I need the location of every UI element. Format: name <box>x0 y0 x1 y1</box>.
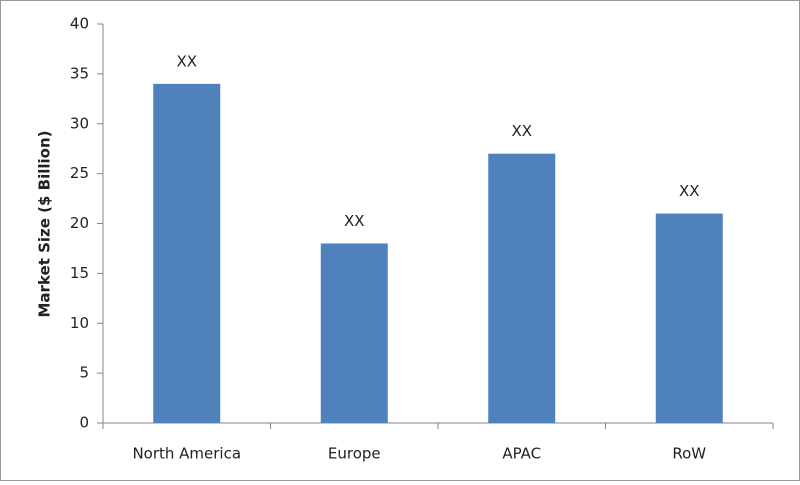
data-label: XX <box>511 122 532 140</box>
data-label: XX <box>176 52 197 70</box>
y-tick-label: 10 <box>70 314 89 332</box>
y-axis-label: Market Size ($ Billion) <box>36 130 54 317</box>
y-tick-label: 35 <box>70 64 89 82</box>
x-tick-label: APAC <box>502 445 541 463</box>
y-tick-label: 20 <box>70 214 89 232</box>
x-tick-label: RoW <box>672 445 706 463</box>
y-tick-label: 15 <box>70 264 89 282</box>
x-tick-label: North America <box>132 445 241 463</box>
bar <box>488 153 556 424</box>
bar <box>655 213 723 423</box>
data-label: XX <box>344 212 365 230</box>
y-tick-label: 25 <box>70 164 89 182</box>
y-tick-label: 30 <box>70 114 89 132</box>
bar <box>320 243 388 423</box>
y-tick-label: 0 <box>79 414 89 432</box>
x-tick-label: Europe <box>328 445 381 463</box>
y-tick-label: 5 <box>79 364 89 382</box>
data-label: XX <box>679 182 700 200</box>
y-tick-label: 40 <box>70 15 89 33</box>
bar <box>153 83 221 423</box>
